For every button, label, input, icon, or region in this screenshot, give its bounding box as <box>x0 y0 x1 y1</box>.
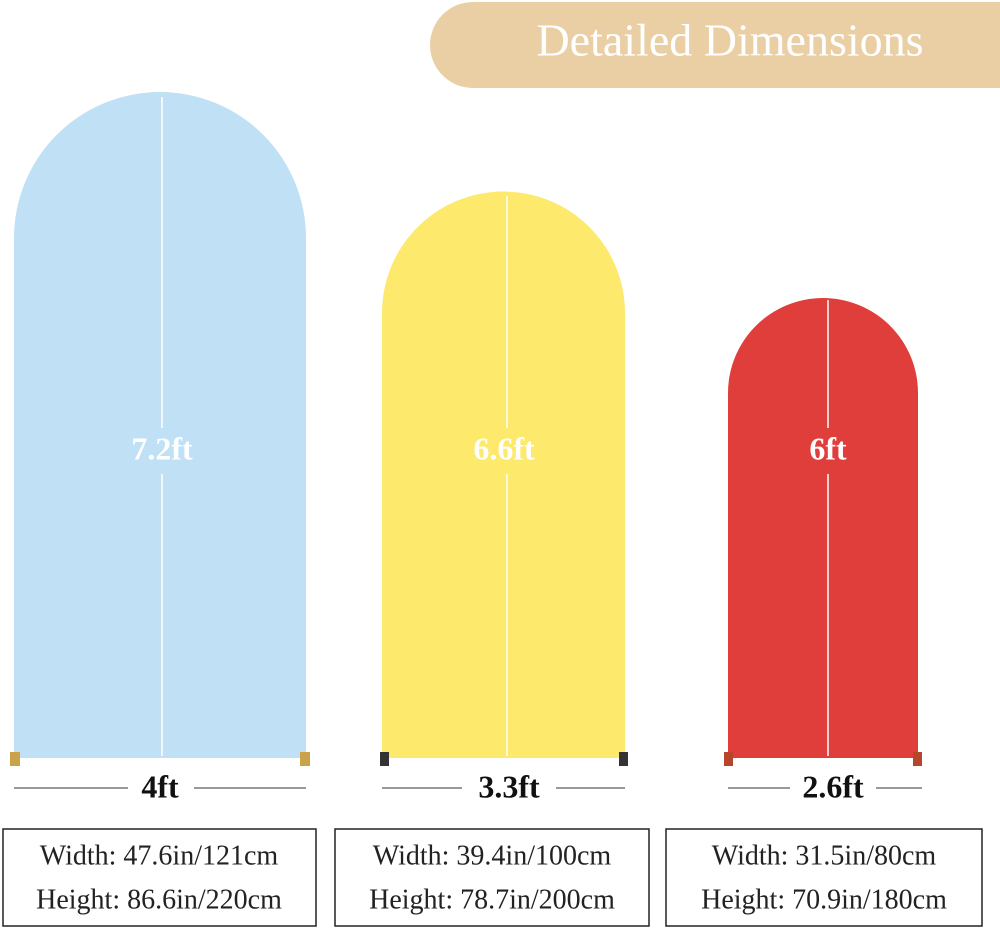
spec-box <box>2 828 317 927</box>
title: Detailed Dimensions <box>536 15 923 66</box>
height-label: 7.2ft <box>131 430 193 466</box>
height-label: 6.6ft <box>473 430 535 466</box>
height-spec: Height: 86.6in/220cm <box>36 884 282 915</box>
arch-red <box>728 298 918 758</box>
width-spec: Width: 47.6in/121cm <box>40 840 279 871</box>
stand-foot <box>380 752 389 766</box>
stand-foot <box>300 752 310 766</box>
title-banner <box>430 2 1000 88</box>
arch-yellow <box>382 191 625 758</box>
stand-foot <box>10 752 20 766</box>
spec-box <box>334 828 650 927</box>
width-label: 2.6ft <box>802 768 864 804</box>
height-spec: Height: 70.9in/180cm <box>701 884 947 915</box>
stand-foot <box>724 752 733 766</box>
arch-blue <box>14 92 306 758</box>
stand-foot <box>913 752 922 766</box>
width-spec: Width: 39.4in/100cm <box>373 840 612 871</box>
spec-box <box>665 828 983 927</box>
stand-foot <box>619 752 628 766</box>
height-label: 6ft <box>809 430 847 466</box>
width-spec: Width: 31.5in/80cm <box>712 840 937 871</box>
height-spec: Height: 78.7in/200cm <box>369 884 615 915</box>
width-label: 4ft <box>141 768 179 804</box>
width-label: 3.3ft <box>478 768 540 804</box>
